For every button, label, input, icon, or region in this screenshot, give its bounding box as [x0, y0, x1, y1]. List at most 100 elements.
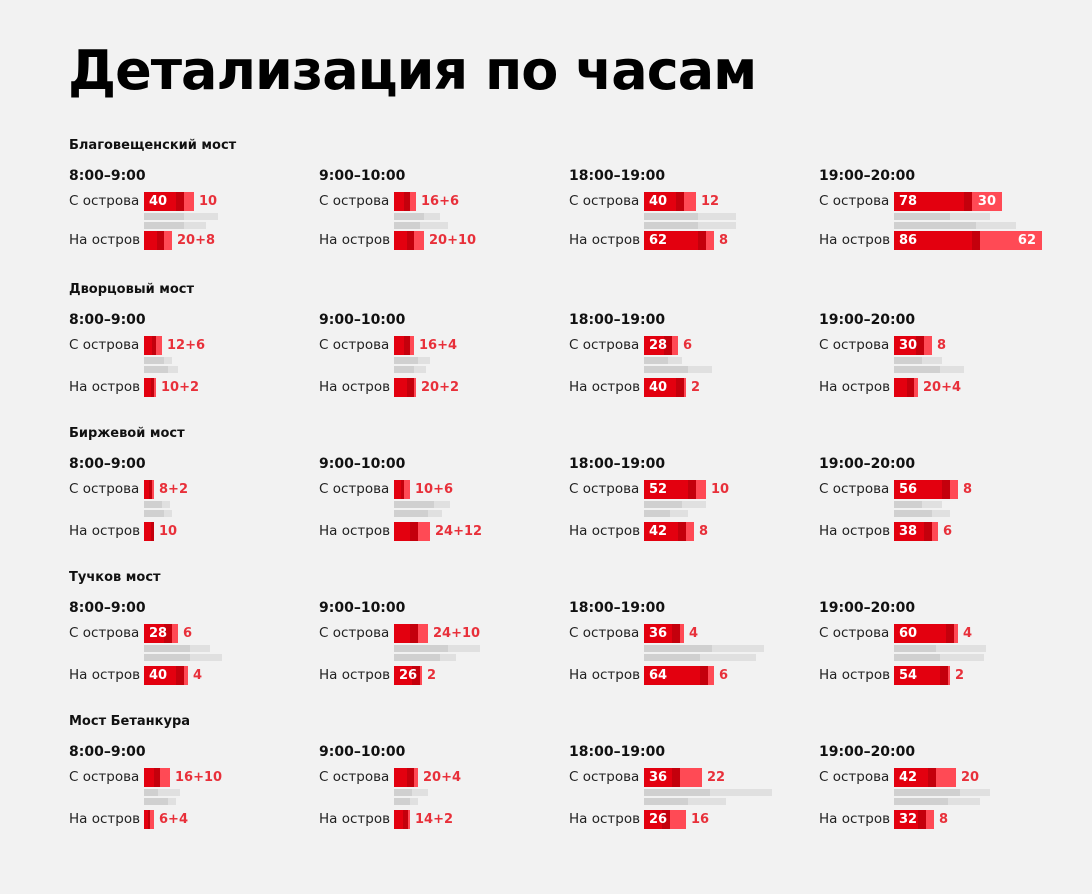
row-label-from: С острова: [819, 481, 890, 497]
row-label-to: На остров: [819, 232, 891, 248]
bar-to-b4-c0-extra: [150, 810, 154, 829]
row-label-to: На остров: [819, 523, 891, 539]
row-label-to: На остров: [319, 667, 391, 683]
bar-from-b1-c1-extra: [410, 336, 414, 355]
reference-bar-extra: [162, 501, 170, 508]
bar-to-b4-c3-extra: [926, 810, 934, 829]
row-label-from: С острова: [569, 769, 640, 785]
bridge-title: Мост Бетанкура: [69, 714, 191, 729]
bar-to-b0-c1-extra: [414, 231, 424, 250]
reference-bar: [644, 645, 712, 652]
reference-bar-extra: [190, 654, 222, 661]
bar-to-b4-c1-extra: [408, 810, 410, 829]
bar-to-b4-c2-extra: [670, 810, 686, 829]
bar-from-b0-c0-extra-value: 10: [199, 194, 218, 209]
bar-from-b3-c0-main-label: 28: [149, 626, 168, 641]
bar-from-b2-c3-main-label: 56: [899, 482, 918, 497]
row-label-to: На остров: [819, 667, 891, 683]
reference-bar: [894, 501, 922, 508]
bar-to-b4-c2-extra-value: 16: [691, 812, 710, 827]
bar-from-b2-c1-main-tail: [400, 480, 404, 499]
reference-bar-extra: [184, 213, 218, 220]
reference-bar-extra: [164, 510, 172, 517]
page-title: Детализация по часам: [68, 39, 757, 102]
reference-bar: [144, 789, 158, 796]
reference-bar: [394, 501, 434, 508]
bar-from-b4-c3-main-tail: [928, 768, 936, 787]
bar-from-b1-c3-extra-value: 8: [937, 338, 947, 353]
row-label-from: С острова: [69, 193, 140, 209]
bar-to-b4-c2-main-label: 26: [649, 812, 668, 827]
reference-bar-extra: [168, 798, 176, 805]
bar-to-b3-c0-main: [144, 666, 176, 685]
bar-from-b1-c0-value: 12+6: [167, 338, 206, 353]
reference-bar: [644, 366, 688, 373]
reference-bar: [144, 798, 168, 805]
bar-from-b1-c1-main-tail: [404, 336, 410, 355]
period-label: 18:00–19:00: [569, 600, 666, 616]
bar-from-b1-c0-main-tail: [151, 336, 156, 355]
reference-bar-extra: [668, 357, 682, 364]
bar-to-b2-c3-main-label: 38: [899, 524, 918, 539]
bar-from-b4-c0-main: [144, 768, 155, 787]
bar-to-b3-c1-main-tail: [412, 666, 420, 685]
bar-from-b1-c1-main: [394, 336, 405, 355]
bar-from-b1-c3-extra: [924, 336, 932, 355]
row-label-from: С острова: [569, 337, 640, 353]
bar-to-b3-c3-main: [894, 666, 940, 685]
bar-from-b4-c1-extra: [414, 768, 418, 787]
bar-from-b0-c1-main-tail: [404, 192, 410, 211]
bar-from-b4-c2-extra: [680, 768, 702, 787]
bar-to-b3-c1-main: [394, 666, 412, 685]
reference-bar-extra: [948, 798, 980, 805]
row-label-from: С острова: [819, 625, 890, 641]
bar-from-b2-c3-main: [894, 480, 942, 499]
bar-to-b1-c0-main: [144, 378, 151, 397]
reference-bar: [394, 789, 412, 796]
reference-bar-extra: [710, 789, 772, 796]
bar-to-b4-c2-main-tail: [662, 810, 670, 829]
reference-bar: [894, 222, 976, 229]
row-label-from: С острова: [319, 337, 390, 353]
bar-to-b3-c1-main-label: 26: [399, 668, 418, 683]
bar-from-b3-c3-main: [894, 624, 946, 643]
reference-bar: [644, 789, 710, 796]
row-label-from: С острова: [819, 769, 890, 785]
bar-from-b3-c3-main-label: 60: [899, 626, 918, 641]
bar-to-b2-c2-extra-value: 8: [699, 524, 709, 539]
bar-to-b4-c0-main: [144, 810, 148, 829]
row-label-from: С острова: [319, 769, 390, 785]
bar-to-b1-c2-extra-value: 2: [691, 380, 701, 395]
bar-to-b0-c2-main-tail: [698, 231, 706, 250]
bar-from-b3-c2-main-tail: [672, 624, 680, 643]
bar-to-b1-c2-main-tail: [676, 378, 684, 397]
row-label-to: На остров: [569, 379, 641, 395]
reference-bar: [894, 789, 960, 796]
period-label: 8:00–9:00: [69, 600, 146, 616]
bar-to-b0-c1-value: 20+10: [429, 233, 477, 248]
reference-bar: [394, 645, 448, 652]
bar-from-b2-c2-extra: [696, 480, 706, 499]
bar-from-b3-c1-main-tail: [410, 624, 418, 643]
bar-to-b4-c3-extra-value: 8: [939, 812, 949, 827]
bar-to-b2-c1-main-tail: [410, 522, 418, 541]
period-label: 9:00–10:00: [319, 312, 406, 328]
reference-bar: [894, 798, 948, 805]
row-label-to: На остров: [569, 232, 641, 248]
bar-from-b3-c0-extra: [172, 624, 178, 643]
reference-bar: [644, 501, 682, 508]
reference-bar: [894, 357, 922, 364]
period-label: 18:00–19:00: [569, 312, 666, 328]
bar-from-b3-c1-value: 24+10: [433, 626, 481, 641]
bar-from-b2-c1-extra: [404, 480, 410, 499]
bar-to-b2-c0-main: [144, 522, 151, 541]
bar-from-b0-c1-main: [394, 192, 405, 211]
row-label-from: С острова: [69, 769, 140, 785]
row-label-to: На остров: [819, 379, 891, 395]
bar-from-b4-c2-main-label: 36: [649, 770, 668, 785]
reference-bar: [144, 501, 162, 508]
bar-from-b1-c2-main-label: 28: [649, 338, 668, 353]
row-label-to: На остров: [319, 232, 391, 248]
bar-from-b2-c0-main-tail: [149, 480, 152, 499]
row-label-to: На остров: [569, 811, 641, 827]
